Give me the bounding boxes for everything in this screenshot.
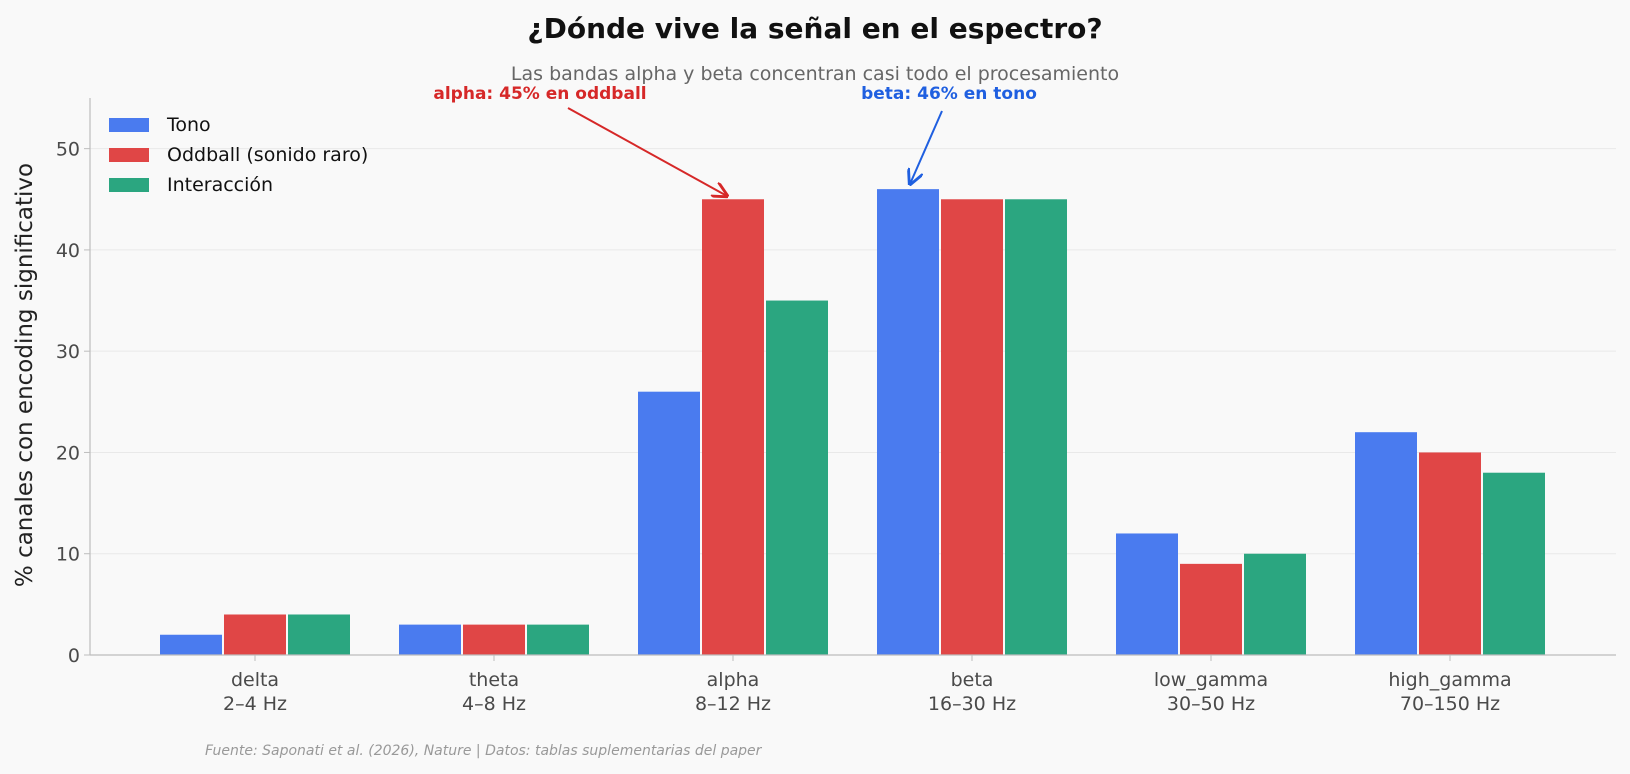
x-tick-label: 8–12 Hz [695,693,771,715]
x-tick-label: delta [231,669,279,691]
bar-alpha-2 [766,300,828,655]
x-tick-label: low_gamma [1154,669,1268,691]
legend-label: Oddball (sonido raro) [167,144,368,166]
bar-beta-0 [877,189,939,656]
x-tick-label: 70–150 Hz [1400,693,1500,715]
y-ticks: 0 10 20 30 40 50 [56,139,90,667]
bar-low_gamma-1 [1180,563,1242,655]
x-tick-label: alpha [707,669,760,691]
y-tick-label: 0 [68,645,80,667]
bar-delta-2 [288,614,350,655]
legend-swatch [109,178,149,192]
bar-beta-2 [1005,199,1067,656]
y-axis-label: % canales con encoding significativo [12,163,38,587]
annotations: alpha: 45% en oddball beta: 46% en tono [433,84,1037,196]
x-tick-label: 4–8 Hz [462,693,526,715]
bar-delta-1 [224,614,286,655]
bar-alpha-1 [702,199,764,656]
chart-subtitle: Las bandas alpha y beta concentran casi … [511,63,1119,85]
y-tick-label: 20 [56,442,80,464]
bar-low_gamma-0 [1116,533,1178,655]
axes [89,98,1616,656]
source-note: Fuente: Saponati et al. (2026), Nature |… [205,743,763,759]
bars [160,189,1545,656]
bar-high_gamma-2 [1483,472,1545,655]
bar-low_gamma-2 [1244,553,1306,655]
bar-theta-0 [399,624,461,655]
annotation-label: beta: 46% en tono [861,84,1037,104]
x-tick-label: 30–50 Hz [1167,693,1255,715]
y-tick-label: 30 [56,341,80,363]
x-tick-label: 2–4 Hz [223,693,287,715]
x-tick-label: theta [469,669,519,691]
y-tick-label: 40 [56,240,80,262]
bar-high_gamma-0 [1355,432,1417,655]
bar-theta-1 [463,624,525,655]
bar-alpha-0 [638,391,700,655]
legend-swatch [109,148,149,162]
y-tick-label: 50 [56,139,80,161]
bar-high_gamma-1 [1419,452,1481,655]
annotation-label: alpha: 45% en oddball [433,84,646,104]
chart-title: ¿Dónde vive la señal en el espectro? [527,12,1102,45]
annotation-arrow [910,110,943,184]
x-tick-label: 16–30 Hz [928,693,1016,715]
annotation-arrow [567,107,727,196]
legend-swatch [109,118,149,132]
bar-delta-0 [160,634,222,655]
y-tick-label: 10 [56,544,80,566]
bar-beta-1 [941,199,1003,656]
x-tick-label: beta [951,669,994,691]
x-tick-label: high_gamma [1388,669,1511,691]
legend-label: Tono [166,114,211,136]
legend-label: Interacción [167,174,273,196]
bar-theta-2 [527,624,589,655]
legend: Tono Oddball (sonido raro) Interacción [109,114,368,196]
